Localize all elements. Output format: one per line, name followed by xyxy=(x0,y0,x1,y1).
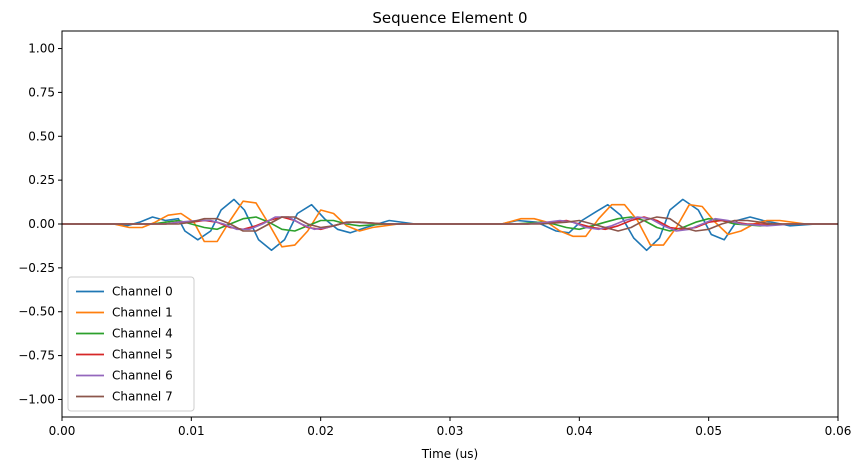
x-tick-label: 0.00 xyxy=(49,424,76,438)
y-axis: 1.00 0.75 0.50 0.25 0.00 −0.25 −0.50 −0.75 −1.00 xyxy=(18,42,62,406)
series-line-channel-7 xyxy=(62,216,838,232)
legend-label: Channel 7 xyxy=(112,390,173,404)
x-tick-label: 0.01 xyxy=(178,424,205,438)
x-tick-label: 0.05 xyxy=(695,424,722,438)
y-tick-label: −0.25 xyxy=(18,261,55,275)
legend: Channel 0 Channel 1 Channel 4 Channel 5 Chan… xyxy=(67,276,195,412)
x-axis-label: Time (us) xyxy=(421,447,478,461)
y-tick-label: 0.75 xyxy=(28,85,55,99)
legend-label: Channel 0 xyxy=(112,285,173,299)
x-tick-label: 0.03 xyxy=(437,424,464,438)
x-tick-label: 0.04 xyxy=(566,424,593,438)
legend-label: Channel 6 xyxy=(112,369,173,383)
y-tick-label: 0.50 xyxy=(28,129,55,143)
x-tick-label: 0.02 xyxy=(307,424,334,438)
y-tick-label: −1.00 xyxy=(18,392,55,406)
y-tick-label: −0.75 xyxy=(18,349,55,363)
y-tick-label: 0.00 xyxy=(28,217,55,231)
series-line-channel-6 xyxy=(62,216,838,232)
y-tick-label: −0.50 xyxy=(18,305,55,319)
legend-label: Channel 4 xyxy=(112,327,173,341)
legend-label: Channel 5 xyxy=(112,348,173,362)
chart-title: Sequence Element 0 xyxy=(372,9,527,27)
legend-label: Channel 1 xyxy=(112,306,173,320)
series-layer xyxy=(62,198,838,252)
y-tick-label: 0.25 xyxy=(28,173,55,187)
y-tick-label: 1.00 xyxy=(28,42,55,56)
x-tick-label: 0.06 xyxy=(825,424,852,438)
legend-box xyxy=(67,276,195,412)
x-axis: 0.00 0.01 0.02 0.03 0.04 0.05 0.06 xyxy=(49,417,852,438)
